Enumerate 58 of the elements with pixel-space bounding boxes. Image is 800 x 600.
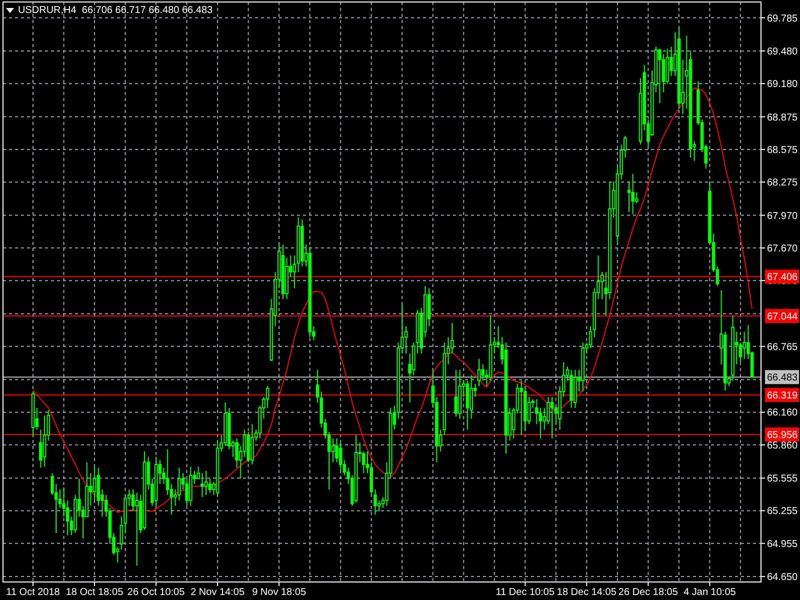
candlestick [250, 424, 254, 465]
y-tick-label: 65.555 [767, 474, 798, 485]
y-tick-label: 69.180 [767, 79, 798, 90]
candlestick [135, 492, 138, 566]
candlestick [204, 470, 208, 496]
candlestick [666, 48, 670, 84]
candlestick [477, 358, 481, 387]
x-tick-label: 18 Oct 18:05 [66, 587, 124, 598]
candlestick [266, 386, 270, 408]
y-tick-label: 65.255 [767, 506, 798, 518]
candlestick [58, 489, 62, 509]
candlestick [662, 54, 666, 93]
x-tick-label: 2 Nov 14:05 [190, 587, 245, 598]
x-tick-label: 4 Jan 10:05 [684, 587, 736, 598]
x-tick-label: 9 Nov 18:05 [252, 587, 306, 598]
candlestick [404, 326, 408, 354]
ref-line-label: 66.319 [767, 390, 798, 402]
x-tick-label: 11 Oct 2018 [6, 587, 60, 598]
candlestick [92, 466, 96, 501]
candlestick [166, 448, 170, 496]
y-tick-label: 68.575 [767, 144, 798, 156]
candlestick [538, 407, 542, 439]
y-tick-label: 65.860 [767, 440, 798, 452]
candlestick [454, 369, 458, 418]
ref-line-label: 67.044 [767, 312, 798, 323]
candlestick [635, 192, 638, 204]
ref-line-label: 65.956 [767, 430, 798, 441]
candlestick [331, 438, 335, 463]
candlestick [520, 380, 523, 436]
candlestick [466, 380, 470, 430]
y-tick-label: 64.955 [767, 538, 798, 550]
candlestick [550, 396, 554, 439]
candlestick [658, 48, 662, 104]
y-tick-label: 69.785 [767, 13, 798, 24]
y-tick-label: 66.160 [767, 408, 798, 419]
candlestick [200, 472, 204, 498]
y-tick-label: 66.765 [767, 342, 798, 353]
candlestick [742, 331, 746, 360]
y-tick-label: 67.970 [767, 210, 798, 222]
candlestick [42, 415, 46, 468]
ref-line-label: 67.406 [767, 272, 798, 284]
x-tick-label: 26 Oct 10:05 [127, 587, 186, 598]
x-tick-label: 26 Dec 18:05 [618, 587, 678, 598]
candlestick [627, 181, 631, 213]
y-tick-label: 67.670 [767, 243, 798, 254]
y-tick-label: 68.275 [767, 178, 798, 189]
candlestick [131, 489, 135, 512]
x-tick-label: 11 Dec 10:05 [496, 587, 555, 598]
y-tick-label: 64.650 [767, 572, 798, 584]
x-tick-label: 18 Dec 14:05 [556, 587, 617, 598]
candlestick [600, 271, 604, 300]
candlestick [631, 173, 634, 215]
y-tick-label: 69.480 [767, 46, 798, 58]
chart-title: USDRUR,H4 66.706 66.717 66.480 66.483 [18, 5, 214, 16]
candlestick [338, 442, 342, 474]
ref-line-label: 66.483 [767, 372, 798, 384]
candlestick [242, 429, 246, 458]
y-tick-label: 68.875 [767, 112, 798, 124]
